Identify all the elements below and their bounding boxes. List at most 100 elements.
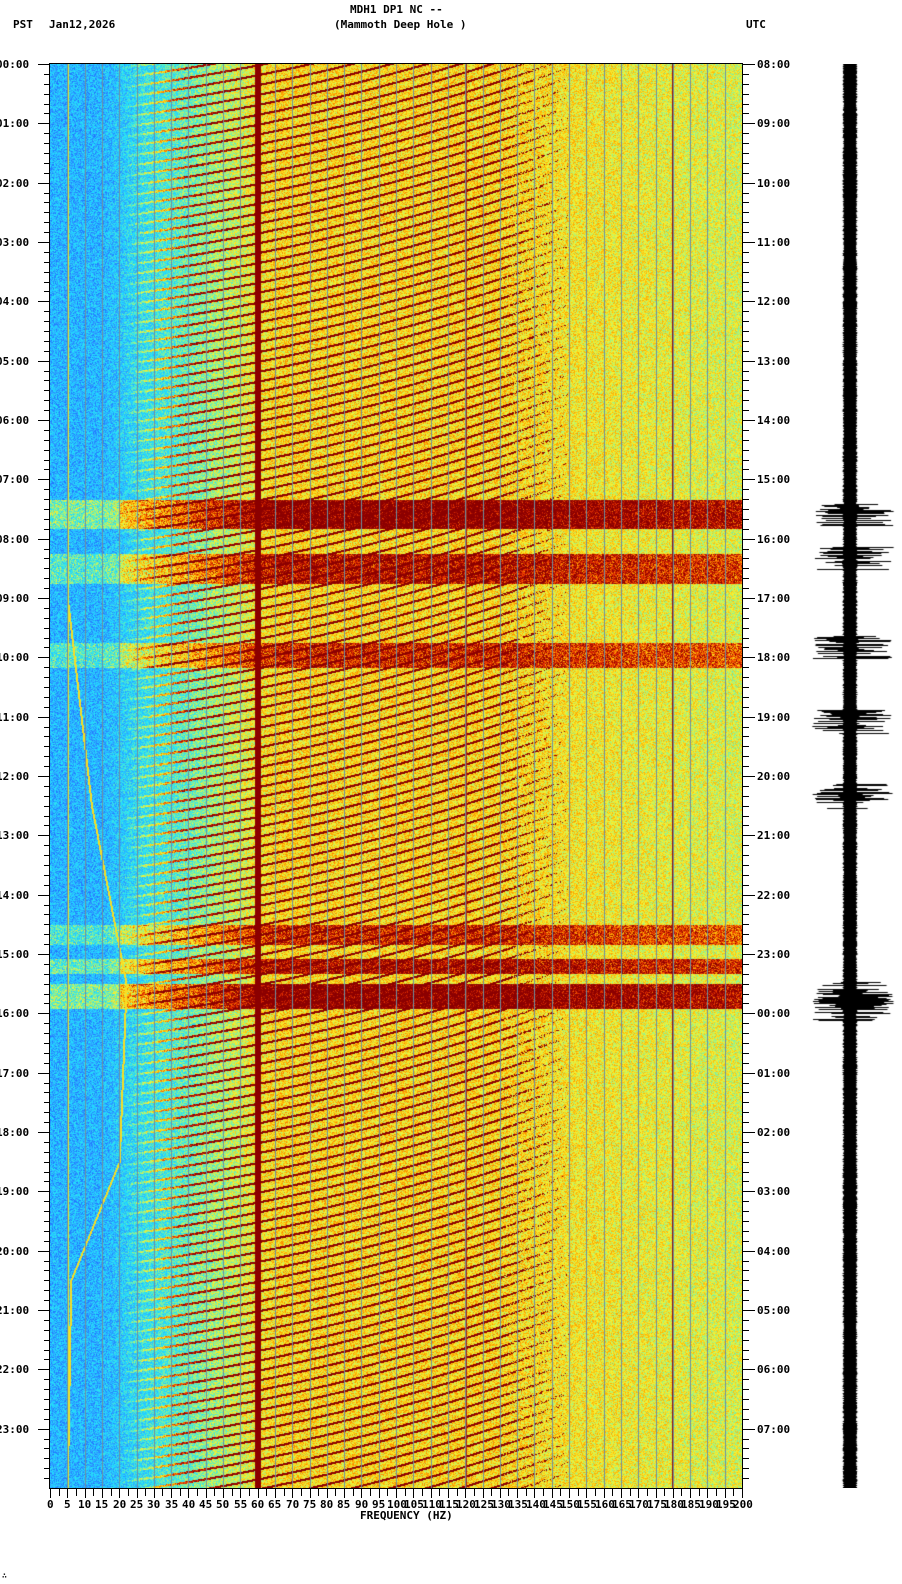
y-major-tick <box>743 954 755 955</box>
y-minor-tick <box>743 390 749 391</box>
y-left-label: 13:00 <box>0 829 30 842</box>
y-major-tick <box>38 1013 50 1014</box>
y-minor-tick <box>44 113 50 114</box>
y-minor-tick <box>44 707 50 708</box>
x-major-tick <box>258 1488 259 1498</box>
y-minor-tick <box>743 341 749 342</box>
y-minor-tick <box>743 707 749 708</box>
y-right-label: 23:00 <box>757 948 791 961</box>
x-tick-label: 80 <box>320 1498 334 1511</box>
y-right-label: 04:00 <box>757 1245 791 1258</box>
x-tick-label: 175 <box>647 1498 667 1511</box>
x-tick-label: 15 <box>95 1498 109 1511</box>
x-tick-label: 165 <box>612 1498 632 1511</box>
y-minor-tick <box>44 1211 50 1212</box>
seismogram-canvas <box>800 64 902 1488</box>
x-minor-tick <box>630 1488 631 1496</box>
y-minor-tick <box>743 430 749 431</box>
y-minor-tick <box>44 638 50 639</box>
y-minor-tick <box>743 1023 749 1024</box>
y-minor-tick <box>743 519 749 520</box>
x-axis-line <box>49 1488 743 1489</box>
y-minor-tick <box>743 133 749 134</box>
x-minor-tick <box>491 1488 492 1496</box>
y-major-tick <box>743 835 755 836</box>
y-minor-tick <box>44 1003 50 1004</box>
y-minor-tick <box>743 687 749 688</box>
y-minor-tick <box>743 1300 749 1301</box>
y-minor-tick <box>743 727 749 728</box>
y-minor-tick <box>743 400 749 401</box>
y-minor-tick <box>44 914 50 915</box>
y-minor-tick <box>743 1092 749 1093</box>
y-minor-tick <box>743 222 749 223</box>
y-right-label: 20:00 <box>757 770 791 783</box>
y-minor-tick <box>743 1112 749 1113</box>
x-tick-label: 45 <box>199 1498 213 1511</box>
y-minor-tick <box>44 628 50 629</box>
x-tick-label: 135 <box>508 1498 528 1511</box>
y-minor-tick <box>743 756 749 757</box>
y-minor-tick <box>44 736 50 737</box>
y-major-tick <box>38 123 50 124</box>
y-minor-tick <box>743 321 749 322</box>
y-minor-tick <box>44 1340 50 1341</box>
y-left-label: 11:00 <box>0 711 30 724</box>
x-minor-tick <box>128 1488 129 1496</box>
x-minor-tick <box>733 1488 734 1496</box>
x-major-tick <box>569 1488 570 1498</box>
y-minor-tick <box>44 806 50 807</box>
y-minor-tick <box>44 390 50 391</box>
y-minor-tick <box>44 331 50 332</box>
x-axis-title: FREQUENCY (HZ) <box>360 1509 453 1522</box>
y-minor-tick <box>743 994 749 995</box>
x-tick-label: 100 <box>387 1498 407 1511</box>
y-minor-tick <box>743 143 749 144</box>
y-left-label: 06:00 <box>0 414 30 427</box>
y-minor-tick <box>743 1419 749 1420</box>
y-minor-tick <box>743 1201 749 1202</box>
y-minor-tick <box>743 291 749 292</box>
x-major-tick <box>85 1488 86 1498</box>
y-right-label: 14:00 <box>757 414 791 427</box>
x-tick-label: 85 <box>337 1498 351 1511</box>
y-minor-tick <box>44 1389 50 1390</box>
y-minor-tick <box>743 1350 749 1351</box>
y-minor-tick <box>743 667 749 668</box>
y-left-label: 14:00 <box>0 889 30 902</box>
y-minor-tick <box>44 341 50 342</box>
y-minor-tick <box>743 252 749 253</box>
y-minor-tick <box>44 974 50 975</box>
y-minor-tick <box>44 1241 50 1242</box>
x-major-tick <box>552 1488 553 1498</box>
x-major-tick <box>361 1488 362 1498</box>
spectrogram-plot <box>50 64 742 1488</box>
y-major-tick <box>38 835 50 836</box>
y-minor-tick <box>44 321 50 322</box>
y-left-label: 21:00 <box>0 1304 30 1317</box>
y-minor-tick <box>743 964 749 965</box>
y-minor-tick <box>44 400 50 401</box>
y-right-label: 02:00 <box>757 1126 791 1139</box>
x-tick-label: 105 <box>404 1498 424 1511</box>
y-major-tick <box>38 1251 50 1252</box>
x-major-tick <box>621 1488 622 1498</box>
x-tick-label: 20 <box>113 1498 127 1511</box>
x-tick-label: 180 <box>664 1498 684 1511</box>
y-minor-tick <box>743 1142 749 1143</box>
y-minor-tick <box>44 1359 50 1360</box>
y-minor-tick <box>44 1063 50 1064</box>
y-minor-tick <box>44 232 50 233</box>
y-minor-tick <box>743 914 749 915</box>
y-minor-tick <box>743 736 749 737</box>
x-minor-tick <box>457 1488 458 1496</box>
y-minor-tick <box>743 1043 749 1044</box>
y-major-tick <box>38 539 50 540</box>
y-minor-tick <box>743 1172 749 1173</box>
y-minor-tick <box>44 549 50 550</box>
y-minor-tick <box>44 153 50 154</box>
y-minor-tick <box>743 1083 749 1084</box>
y-left-label: 18:00 <box>0 1126 30 1139</box>
x-minor-tick <box>214 1488 215 1496</box>
y-major-tick <box>38 479 50 480</box>
